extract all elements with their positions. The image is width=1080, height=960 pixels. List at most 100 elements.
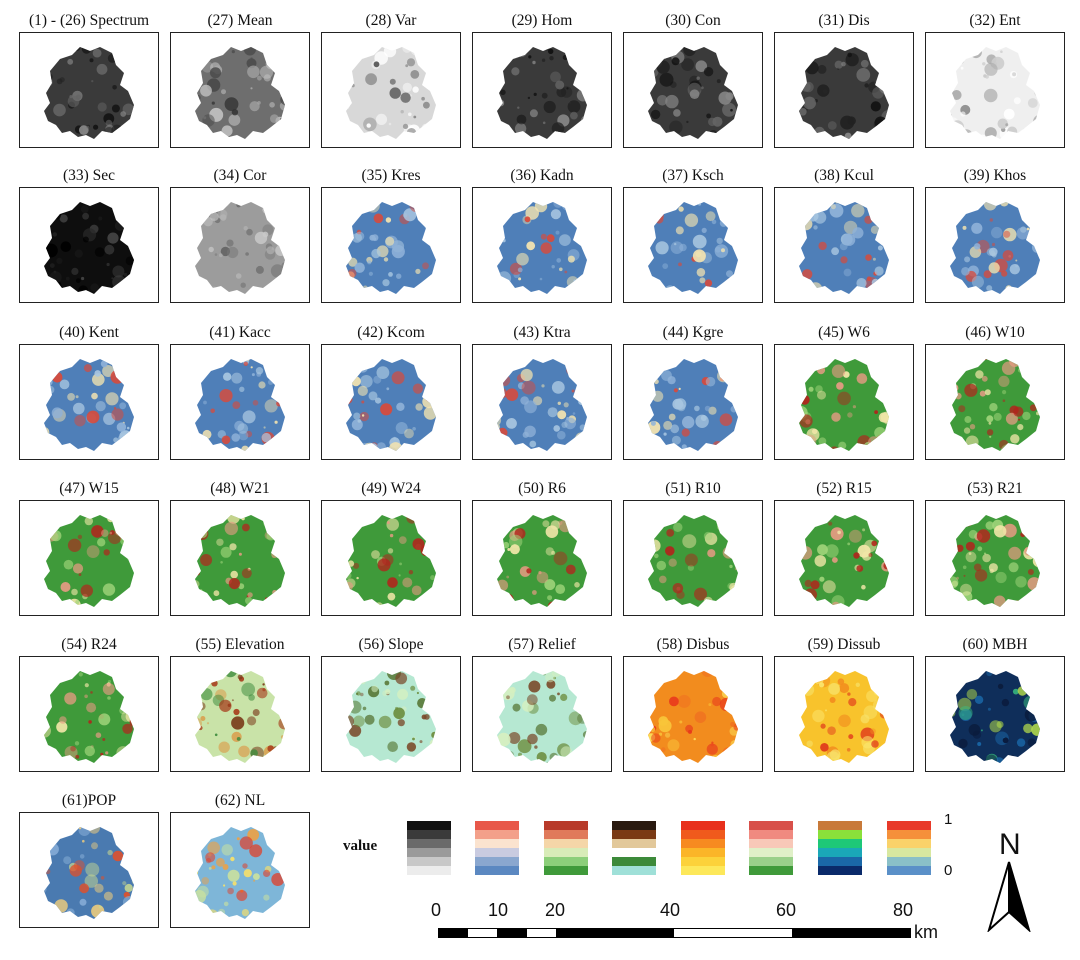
panel-map-frame bbox=[321, 344, 461, 460]
scale-unit: km bbox=[914, 922, 938, 942]
panel-map-frame bbox=[472, 32, 612, 148]
panel-map-frame bbox=[774, 500, 914, 616]
panel-map-frame bbox=[925, 344, 1065, 460]
panel-map-frame bbox=[19, 344, 159, 460]
map-panel: (39) Khos bbox=[924, 165, 1066, 303]
panel-title: (43) Ktra bbox=[513, 324, 571, 341]
panel-map-frame bbox=[321, 656, 461, 772]
map-panel: (31) Dis bbox=[773, 10, 915, 148]
scale-bar bbox=[438, 928, 911, 938]
legend-color-ramp bbox=[612, 821, 656, 875]
region-map bbox=[44, 827, 134, 919]
map-panel: (40) Kent bbox=[18, 322, 160, 460]
region-map bbox=[950, 515, 1040, 607]
panel-map-frame bbox=[774, 32, 914, 148]
panel-title: (53) R21 bbox=[967, 480, 1023, 497]
scale-tick-40: 40 bbox=[660, 900, 681, 920]
map-panel: (30) Con bbox=[622, 10, 764, 148]
region-map bbox=[497, 515, 587, 607]
map-panel: (41) Kacc bbox=[169, 322, 311, 460]
region-map bbox=[799, 47, 889, 139]
panel-map-frame bbox=[925, 656, 1065, 772]
map-panel: (43) Ktra bbox=[471, 322, 613, 460]
region-map bbox=[950, 359, 1040, 451]
panel-title: (52) R15 bbox=[816, 480, 872, 497]
panel-title: (60) MBH bbox=[962, 636, 1028, 653]
region-shape bbox=[799, 202, 889, 294]
panel-map-frame bbox=[623, 32, 763, 148]
map-panel: (47) W15 bbox=[18, 478, 160, 616]
panel-title: (35) Kres bbox=[361, 167, 421, 184]
map-panel: (27) Mean bbox=[169, 10, 311, 148]
panel-title: (42) Kcom bbox=[357, 324, 425, 341]
region-shape bbox=[195, 827, 285, 919]
panel-map-frame bbox=[170, 656, 310, 772]
panel-title: (1) - (26) Spectrum bbox=[28, 12, 150, 29]
map-panel: (37) Ksch bbox=[622, 165, 764, 303]
region-map bbox=[346, 202, 436, 294]
region-map bbox=[195, 515, 285, 607]
region-shape bbox=[799, 515, 889, 607]
map-panel: (55) Elevation bbox=[169, 634, 311, 772]
region-map bbox=[195, 47, 285, 139]
panel-map-frame bbox=[774, 187, 914, 303]
scale-tick-20: 20 bbox=[545, 900, 566, 920]
map-panel: (61)POP bbox=[18, 790, 160, 928]
panel-title: (59) Dissub bbox=[807, 636, 881, 653]
legend-color-ramp bbox=[475, 821, 519, 875]
panel-title: (31) Dis bbox=[818, 12, 870, 29]
panel-map-frame bbox=[472, 344, 612, 460]
region-map bbox=[44, 47, 134, 139]
panel-map-frame bbox=[774, 656, 914, 772]
map-panel: (54) R24 bbox=[18, 634, 160, 772]
panel-title: (38) Kcul bbox=[814, 167, 874, 184]
region-map bbox=[497, 202, 587, 294]
panel-title: (41) Kacc bbox=[209, 324, 271, 341]
panel-map-frame bbox=[472, 187, 612, 303]
region-shape bbox=[648, 202, 738, 294]
region-map bbox=[195, 359, 285, 451]
map-panel: (29) Hom bbox=[471, 10, 613, 148]
legend-title: value bbox=[343, 838, 378, 854]
panel-title: (29) Hom bbox=[511, 12, 573, 29]
legend-color-ramp bbox=[407, 821, 451, 875]
legend-min-label: 0 bbox=[944, 862, 953, 879]
panel-map-frame bbox=[321, 187, 461, 303]
panel-map-frame bbox=[925, 32, 1065, 148]
region-map bbox=[44, 671, 134, 763]
scale-tick-0: 0 bbox=[431, 900, 442, 920]
map-panel: (51) R10 bbox=[622, 478, 764, 616]
region-shape bbox=[44, 202, 134, 294]
legend-max-label: 1 bbox=[944, 811, 953, 828]
region-map bbox=[44, 202, 134, 294]
region-map bbox=[648, 515, 738, 607]
map-panel: (34) Cor bbox=[169, 165, 311, 303]
panel-title: (44) Kgre bbox=[662, 324, 724, 341]
panel-map-frame bbox=[472, 656, 612, 772]
region-map bbox=[195, 202, 285, 294]
panel-title: (61)POP bbox=[61, 792, 117, 809]
map-panel: (32) Ent bbox=[924, 10, 1066, 148]
region-shape bbox=[346, 359, 436, 451]
region-map bbox=[497, 47, 587, 139]
region-map bbox=[195, 827, 285, 919]
map-panel: (48) W21 bbox=[169, 478, 311, 616]
panel-title: (37) Ksch bbox=[662, 167, 724, 184]
panel-title: (40) Kent bbox=[59, 324, 119, 341]
map-panel: (35) Kres bbox=[320, 165, 462, 303]
map-panel: (62) NL bbox=[169, 790, 311, 928]
region-shape bbox=[799, 359, 889, 451]
panel-title: (50) R6 bbox=[518, 480, 566, 497]
region-map bbox=[497, 671, 587, 763]
panel-title: (51) R10 bbox=[665, 480, 721, 497]
region-map bbox=[799, 671, 889, 763]
panel-title: (54) R24 bbox=[61, 636, 117, 653]
panel-map-frame bbox=[623, 500, 763, 616]
region-map bbox=[195, 671, 285, 763]
panel-map-frame bbox=[623, 344, 763, 460]
panel-map-frame bbox=[925, 500, 1065, 616]
panel-title: (56) Slope bbox=[358, 636, 424, 653]
panel-map-frame bbox=[321, 32, 461, 148]
panel-title: (49) W24 bbox=[361, 480, 421, 497]
panel-title: (39) Khos bbox=[963, 167, 1027, 184]
